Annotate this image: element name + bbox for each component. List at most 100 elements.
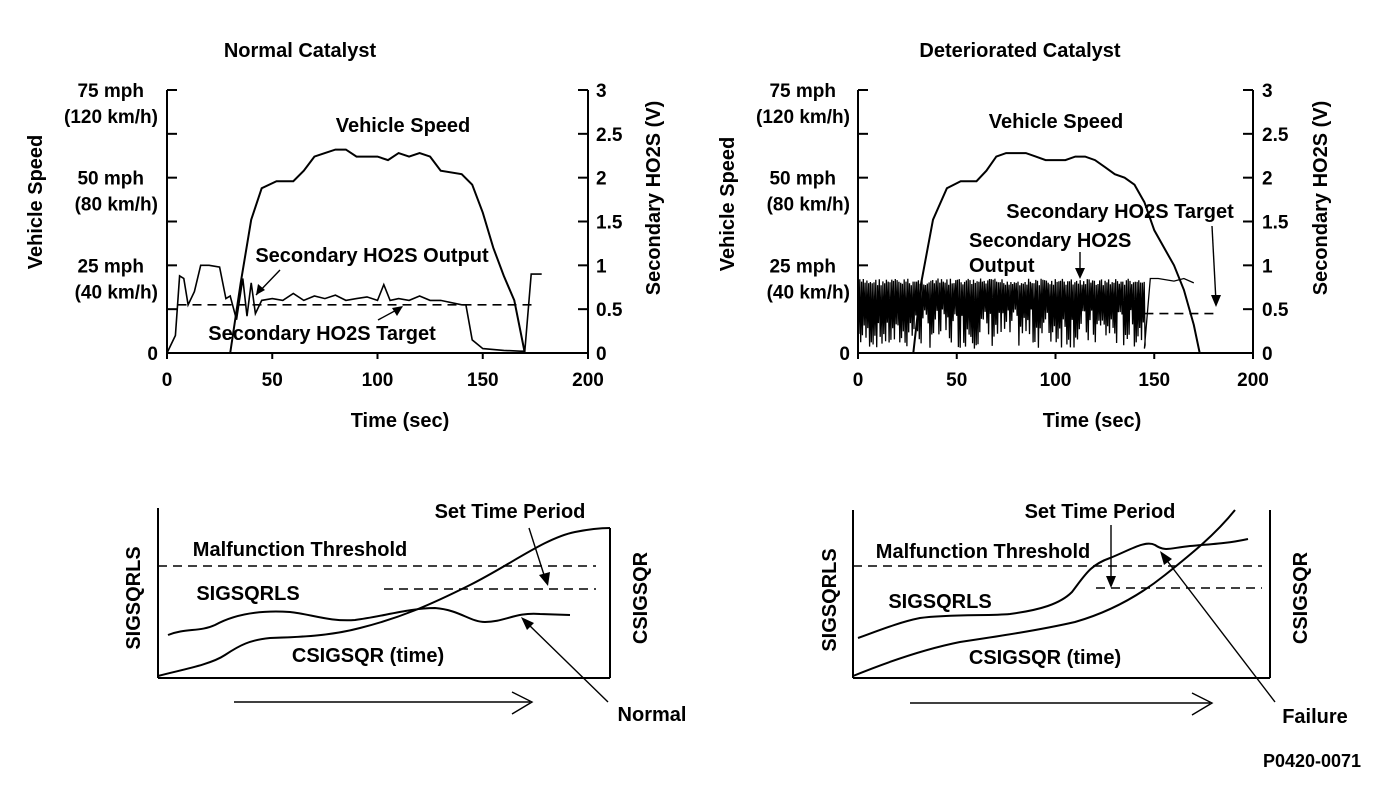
x-tick-label: 150: [1138, 370, 1170, 391]
right-tick-label: 0.5: [1262, 300, 1289, 321]
normal-arrow: [527, 623, 609, 703]
deteriorated-sigsqrls-diagram: SIGSQRLS CSIGSQR Malfunction Threshold S…: [819, 501, 1348, 728]
left-tick-label: 75 mph: [77, 81, 144, 102]
left-tick-label: 75 mph: [769, 81, 836, 102]
x-tick-label: 200: [572, 370, 604, 391]
right-tick-label: 2: [1262, 169, 1273, 190]
x-tick-label: 50: [946, 370, 967, 391]
right-tick-label: 3: [1262, 81, 1273, 102]
normal-arrowhead: [521, 617, 534, 630]
x-axis-label: Time (sec): [351, 410, 450, 432]
annotation-output: Secondary HO2S Output: [255, 245, 489, 267]
sigsqrls-curve: [857, 538, 1249, 639]
right-tick-label: 0: [1262, 344, 1273, 365]
annotation-vehicle-speed: Vehicle Speed: [989, 111, 1124, 133]
result-label: Normal: [618, 704, 687, 726]
left-tick-label: 50 mph: [77, 169, 144, 190]
figure-code: P0420-0071: [1263, 751, 1361, 771]
annotation-target: Secondary HO2S Target: [1006, 201, 1234, 223]
left-tick-label-km: (80 km/h): [75, 195, 158, 216]
sigsqrls-curve: [167, 606, 571, 636]
annotation-vehicle-speed: Vehicle Speed: [336, 115, 471, 137]
x-ticks: 0 50 100 150 200: [162, 353, 604, 391]
x-tick-label: 50: [262, 370, 283, 391]
right-y-ticks: 0 0.5 1 1.5 2 2.5 3: [1243, 81, 1289, 365]
left-tick-label-km: (40 km/h): [75, 282, 158, 303]
annotation-target: Secondary HO2S Target: [208, 323, 436, 345]
x-axis-label: Time (sec): [1043, 410, 1142, 432]
annotation-output-line2: Output: [969, 255, 1035, 277]
left-y-axis-label: Vehicle Speed: [25, 135, 47, 270]
annotation-output-line1: Secondary HO2S: [969, 230, 1131, 252]
csigsqr-curve: [852, 509, 1236, 677]
right-tick-label: 1: [1262, 256, 1273, 277]
target-arrowhead: [1211, 295, 1221, 307]
series-vehicle-speed: [858, 152, 1201, 354]
right-tick-label: 1: [596, 256, 607, 277]
csig-label: CSIGSQR (time): [969, 647, 1121, 669]
left-tick-label: 25 mph: [769, 256, 836, 277]
x-ticks: 0 50 100 150 200: [853, 353, 1269, 391]
right-y-axis-label: Secondary HO2S (V): [643, 101, 665, 296]
left-tick-label-km: (40 km/h): [767, 282, 850, 303]
chart-title: Deteriorated Catalyst: [919, 40, 1121, 62]
left-y-ticks: 75 mph (120 km/h) 50 mph (80 km/h) 25 mph (40…: [64, 81, 177, 365]
normal-sigsqrls-diagram: SIGSQRLS CSIGSQR Malfunction Threshold S…: [123, 501, 686, 726]
left-label: SIGSQRLS: [123, 546, 145, 649]
x-tick-label: 150: [467, 370, 499, 391]
left-tick-label-km: (120 km/h): [756, 107, 850, 128]
left-tick-label-km: (120 km/h): [64, 107, 158, 128]
left-tick-label-km: (80 km/h): [767, 195, 850, 216]
right-y-ticks: 0 0.5 1 1.5 2 2.5 3: [578, 81, 623, 365]
period-label: Set Time Period: [1025, 501, 1176, 523]
left-y-ticks: 75 mph (120 km/h) 50 mph (80 km/h) 25 mph (40…: [756, 81, 868, 365]
right-tick-label: 2: [596, 169, 607, 190]
period-label: Set Time Period: [435, 501, 586, 523]
right-tick-label: 0.5: [596, 300, 623, 321]
csig-label: CSIGSQR (time): [292, 645, 444, 667]
x-tick-label: 100: [362, 370, 394, 391]
series-secondary-ho2s-output: [857, 277, 1195, 349]
failure-arrowhead: [1160, 551, 1172, 565]
deteriorated-catalyst-chart: Deteriorated Catalyst 0 50 100 150 200 75 mp…: [717, 40, 1332, 432]
right-tick-label: 1.5: [596, 213, 623, 234]
time-arrowhead: [511, 691, 534, 715]
left-tick-label: 25 mph: [77, 256, 144, 277]
period-arrowhead: [539, 572, 550, 586]
x-tick-label: 100: [1040, 370, 1072, 391]
sig-label: SIGSQRLS: [888, 591, 991, 613]
period-arrowhead: [1106, 576, 1116, 588]
threshold-label: Malfunction Threshold: [876, 541, 1090, 563]
right-label: CSIGSQR: [1290, 551, 1312, 644]
right-tick-label: 1.5: [1262, 213, 1289, 234]
normal-catalyst-chart: Normal Catalyst 0 50 100 150 200 75 mph(120 …: [25, 40, 665, 432]
chart-title: Normal Catalyst: [224, 40, 377, 62]
failure-arrow: [1164, 557, 1276, 703]
right-y-axis-label: Secondary HO2S (V): [1310, 101, 1332, 296]
right-label: CSIGSQR: [630, 551, 652, 644]
output-arrowhead: [1075, 268, 1085, 279]
time-arrowhead: [1191, 692, 1214, 716]
threshold-label: Malfunction Threshold: [193, 539, 407, 561]
output-arrowhead: [256, 284, 265, 295]
target-arrow: [1211, 225, 1217, 303]
period-arrow: [528, 527, 546, 579]
csigsqr-curve: [157, 527, 611, 677]
right-tick-label: 2.5: [1262, 125, 1289, 146]
target-arrowhead: [392, 306, 403, 316]
left-tick-label: 50 mph: [769, 169, 836, 190]
right-tick-label: 2.5: [596, 125, 623, 146]
left-tick-label: 0: [147, 344, 158, 365]
sig-label: SIGSQRLS: [196, 583, 299, 605]
x-tick-label: 0: [162, 370, 173, 391]
right-tick-label: 3: [596, 81, 607, 102]
left-y-axis-label: Vehicle Speed: [717, 137, 739, 272]
right-tick-label: 0: [596, 344, 607, 365]
x-tick-label: 200: [1237, 370, 1269, 391]
left-tick-label: 0: [839, 344, 850, 365]
series-vehicle-speed: [167, 148, 526, 354]
left-label: SIGSQRLS: [819, 548, 841, 651]
x-tick-label: 0: [853, 370, 864, 391]
result-label: Failure: [1282, 706, 1348, 728]
